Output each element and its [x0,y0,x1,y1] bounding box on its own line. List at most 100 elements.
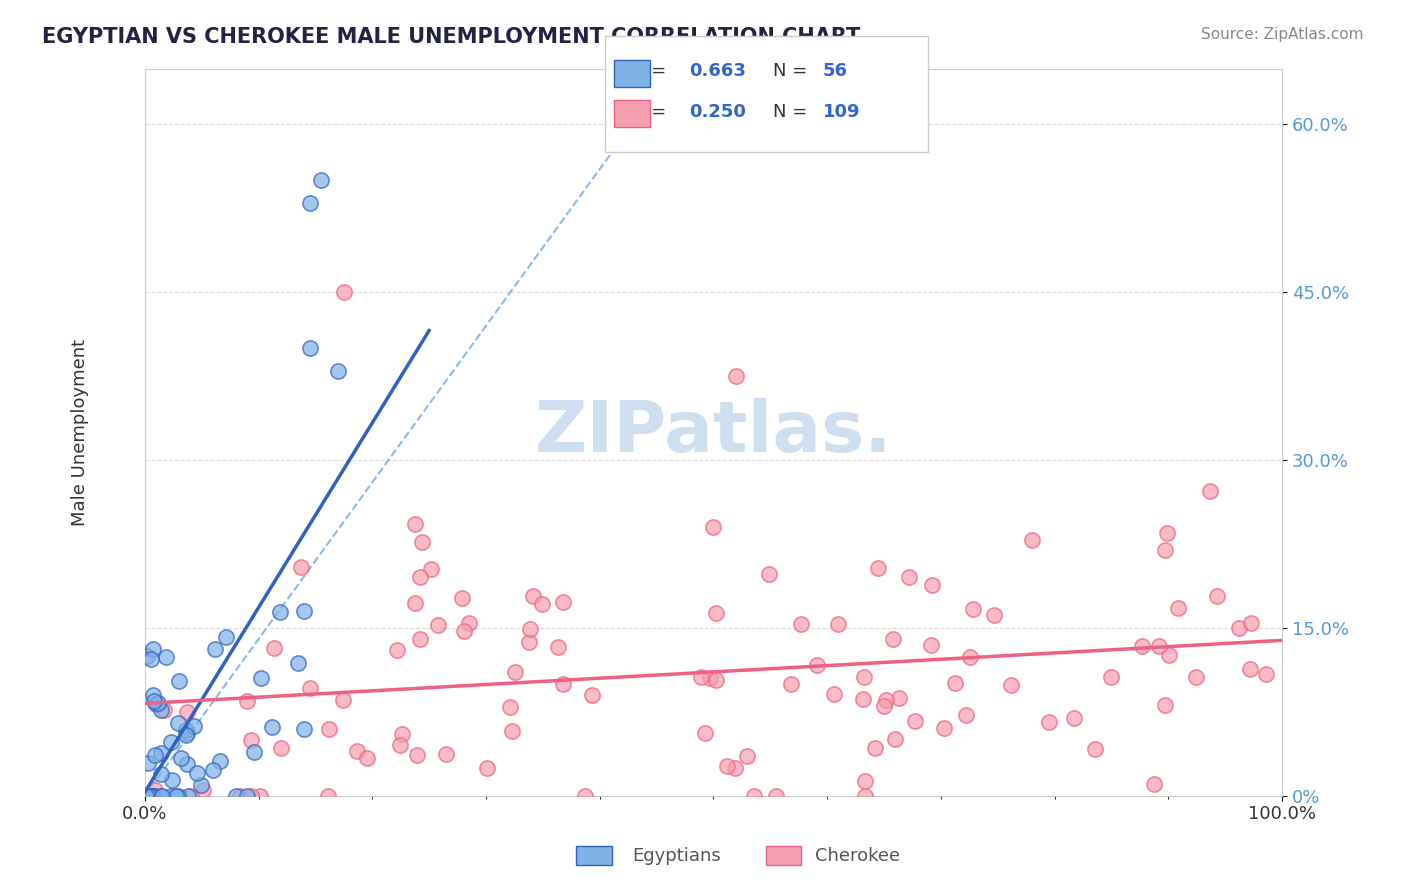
Point [827,616,849,631]
Point [517,635,540,649]
Point [434,747,457,762]
Point [152,703,174,717]
Point [229,789,252,803]
Point [145,697,167,711]
Point [1021,533,1043,548]
Point [934,721,956,735]
Point [143,783,166,797]
Point [176,757,198,772]
Point [174,729,197,743]
Point [150,789,173,803]
Point [160,735,183,749]
Text: N =: N = [773,103,813,120]
Point [333,285,356,300]
Point [574,789,596,803]
Point [143,694,166,708]
Point [1142,777,1164,791]
Point [356,751,378,765]
Point [955,708,977,723]
Point [1206,589,1229,603]
Point [1240,615,1263,630]
Point [204,641,226,656]
Point [150,767,173,781]
Point [316,789,339,803]
Point [292,604,315,618]
Point [898,569,921,583]
Point [1154,543,1177,558]
Point [853,774,876,789]
Point [139,651,162,665]
Point [387,643,409,657]
Point [921,578,943,592]
Point [1185,670,1208,684]
Point [852,670,875,684]
Point [690,670,713,684]
Point [884,731,907,746]
Point [155,650,177,665]
Point [765,789,787,803]
Point [262,720,284,734]
Text: 56: 56 [823,62,848,80]
Point [943,676,966,690]
Point [287,656,309,670]
Point [180,789,202,803]
Point [135,789,157,803]
Point [201,763,224,777]
Point [142,789,165,803]
Point [889,690,911,705]
Point [551,677,574,691]
Text: Egyptians: Egyptians [633,847,721,865]
Point [875,693,897,707]
Point [136,649,159,664]
Point [183,719,205,733]
Point [725,369,748,384]
Point [139,789,162,803]
Point [1000,678,1022,692]
Text: ZIPatlas.: ZIPatlas. [534,398,893,467]
Point [530,597,553,611]
Point [136,756,159,770]
Point [872,699,894,714]
Point [186,765,208,780]
Point [1239,662,1261,676]
Point [270,740,292,755]
Point [298,195,321,210]
Point [724,761,747,775]
Point [522,590,544,604]
Point [716,759,738,773]
Text: R =: R = [633,62,672,80]
Point [1038,715,1060,730]
Point [1254,667,1277,681]
Point [176,725,198,739]
Point [404,596,426,610]
Point [1199,483,1222,498]
Point [1132,639,1154,653]
Point [141,789,163,803]
Text: N =: N = [773,62,813,80]
Point [853,789,876,803]
Point [790,616,813,631]
Point [236,694,259,708]
Point [904,714,927,729]
Point [409,632,432,646]
Point [298,681,321,695]
Point [143,748,166,763]
Point [193,783,215,797]
Point [868,561,890,575]
Point [190,778,212,792]
Point [882,632,904,647]
Point [236,789,259,803]
Point [742,789,765,803]
Point [149,789,172,803]
Point [167,673,190,688]
Point [332,693,354,707]
Point [162,772,184,787]
Point [391,727,413,741]
Text: 0.250: 0.250 [689,103,745,120]
Point [1099,670,1122,684]
Point [699,672,721,686]
Text: R =: R = [633,103,672,120]
Point [823,686,845,700]
Point [404,516,426,531]
Point [427,617,450,632]
